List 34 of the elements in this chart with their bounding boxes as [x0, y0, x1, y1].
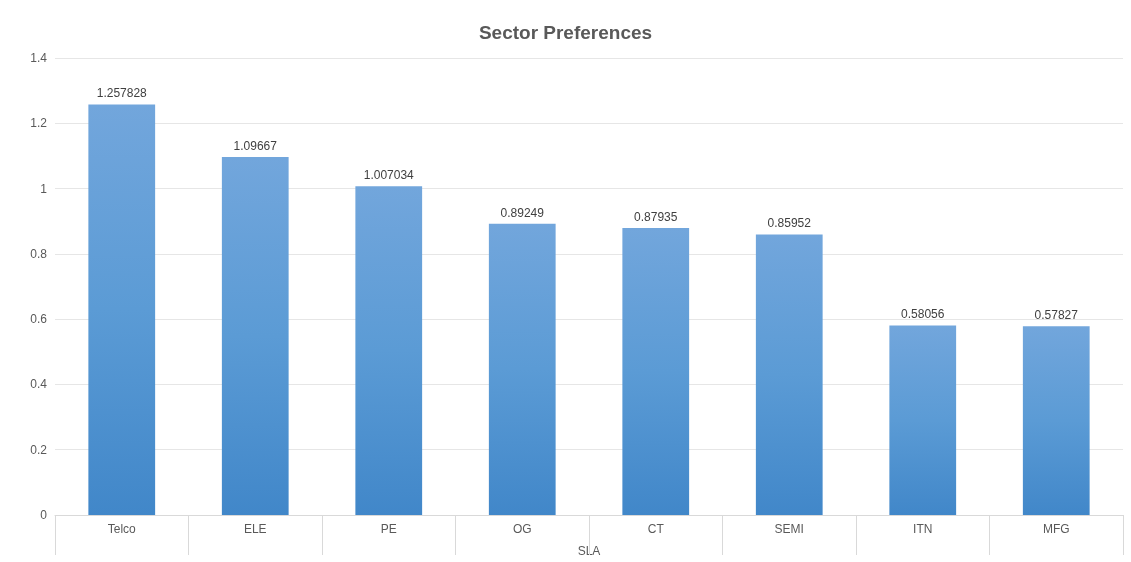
- bar: [221, 157, 289, 515]
- x-tick-label: OG: [512, 522, 532, 536]
- data-label: 0.57827: [1034, 308, 1079, 323]
- x-tick-label: CT: [647, 522, 665, 536]
- data-label: 1.007034: [363, 168, 415, 183]
- y-tick-label: 0.6: [30, 312, 48, 327]
- y-tick-label: 0.4: [30, 377, 48, 392]
- x-axis-title: SLA: [577, 544, 601, 558]
- y-tick-label: 0.8: [30, 246, 48, 261]
- bar: [755, 234, 823, 515]
- bar: [88, 104, 156, 515]
- data-label: 0.89249: [500, 205, 545, 220]
- x-tick-label: ELE: [243, 522, 267, 536]
- bar: [355, 186, 423, 515]
- y-tick-label: 1.4: [30, 51, 48, 65]
- y-tick-label: 1.2: [30, 116, 48, 131]
- x-tick-label: MFG: [1042, 522, 1070, 536]
- data-label: 1.09667: [233, 139, 278, 154]
- chart-title: Sector Preferences: [478, 22, 653, 43]
- x-tick-label: SEMI: [774, 522, 804, 536]
- y-tick-label: 0.2: [30, 442, 48, 457]
- bar: [488, 223, 556, 515]
- x-tick-label: Telco: [107, 522, 137, 536]
- data-label: 1.257828: [96, 86, 148, 101]
- y-tick-label: 1: [40, 181, 48, 196]
- x-tick-label: PE: [380, 522, 397, 536]
- x-tick-label: ITN: [913, 522, 933, 536]
- bar: [622, 227, 690, 515]
- data-label: 0.87935: [634, 209, 678, 224]
- data-label: 0.58056: [901, 307, 945, 322]
- data-label: 0.85952: [767, 216, 812, 231]
- y-tick-label: 0: [40, 508, 48, 522]
- bar: [1022, 326, 1090, 515]
- bar: [889, 325, 957, 515]
